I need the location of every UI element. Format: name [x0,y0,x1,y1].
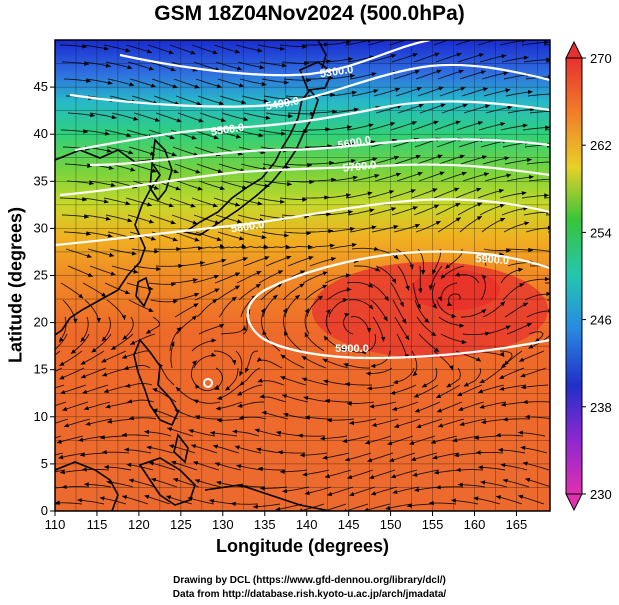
contour-line [74,100,550,152]
x-tick-label: 110 [45,517,66,532]
colorbar-label: 238 [590,400,612,415]
contour-line [59,163,550,197]
height-contours [55,40,550,388]
contour-line [119,40,431,77]
y-tick-label: 35 [34,173,48,188]
contour-label: 5400.0 [265,95,300,113]
contour-label: 5900.0 [335,343,369,355]
colorbar-top-arrow [565,40,583,59]
y-tick-label: 5 [41,456,48,471]
weather-map: 5300.0 5400.0 5500.0 5600.0 5700.0 5800.0 5900… [34,39,612,532]
x-tick-label: 165 [506,517,528,532]
map-title: GSM 18Z04Nov2024 (500.0hPa) [154,2,465,25]
y-tick-label: 25 [34,268,48,283]
contour-line [55,198,550,247]
contour-label: 5700.0 [342,159,377,174]
x-tick-label: 120 [128,517,150,532]
x-tick-label: 155 [422,517,444,532]
y-tick-label: 40 [34,126,48,141]
colorbar-label: 230 [590,487,612,502]
contour-label: 5800.0 [230,219,265,236]
contour-line [89,138,550,167]
colorbar-bottom-arrow [565,493,583,512]
colorbar-label: 246 [590,313,612,328]
x-tick-label: 145 [338,517,360,532]
wind-streamlines [55,40,550,511]
y-tick-label: 30 [34,220,48,235]
x-tick-label: 135 [254,517,276,532]
y-tick-label: 45 [34,79,48,94]
drawing-credit: Drawing by DCL (https://www.gfd-dennou.o… [173,575,446,586]
contour-label: 5300.0 [319,64,354,81]
y-tick-label: 15 [34,362,48,377]
data-credit: Data from http://database.rish.kyoto-u.a… [172,589,447,600]
contour-line [69,63,550,108]
x-tick-label: 125 [170,517,192,532]
contour-label: 5500.0 [210,122,245,139]
contour-labels: 5300.0 5400.0 5500.0 5600.0 5700.0 5800.0 5900… [210,64,509,355]
warm-core-inner [410,270,500,310]
colorbar: 270 262 254 246 238 230 [565,40,612,512]
x-tick-label: 160 [464,517,486,532]
colorbar-label: 254 [590,225,612,240]
x-ticks: 110 115 120 125 130 135 140 145 150 155 160 165 [45,511,528,532]
y-ticks: 0 5 10 15 20 25 30 35 40 45 [34,79,55,518]
x-tick-label: 140 [296,517,318,532]
y-tick-label: 10 [34,409,48,424]
contour-label: 5900.0 [475,253,509,267]
x-tick-label: 115 [87,517,108,532]
x-axis-label: Longitude (degrees) [215,536,389,556]
y-tick-label: 0 [41,503,48,518]
contour-label: 5600.0 [337,134,372,152]
colorbar-gradient [565,57,583,495]
colorbar-label: 262 [590,138,612,153]
x-tick-label: 130 [212,517,234,532]
y-tick-label: 20 [34,315,48,330]
coastlines [55,40,333,511]
colorbar-label: 270 [590,51,612,66]
x-tick-label: 150 [380,517,402,532]
contour-line [246,250,550,360]
